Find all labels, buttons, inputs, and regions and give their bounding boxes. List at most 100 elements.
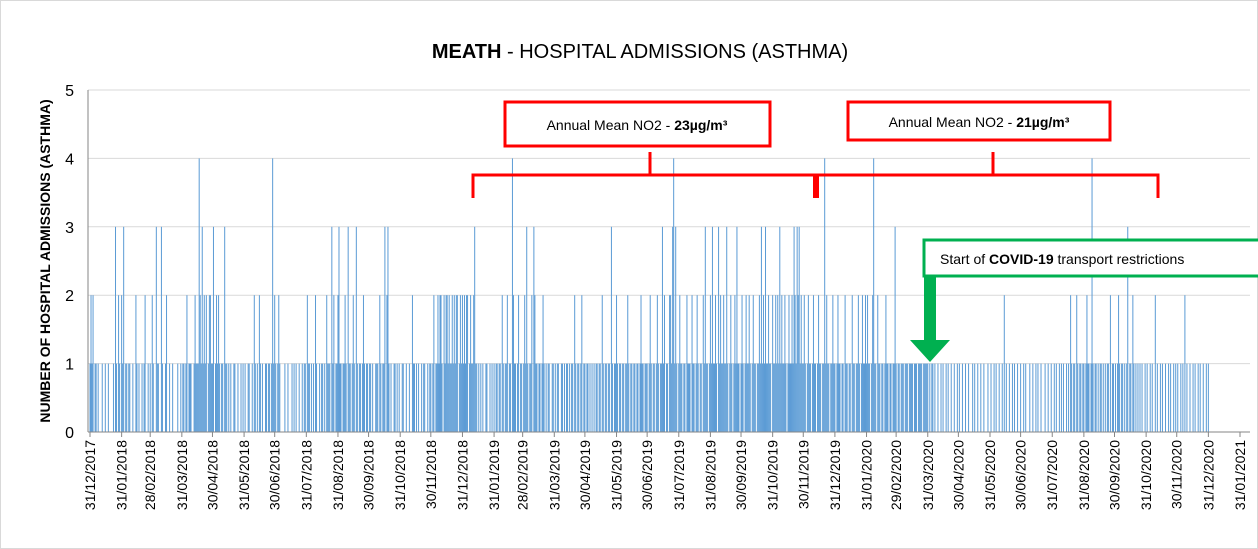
bar [398,363,400,432]
bar [355,226,357,432]
bar [308,363,310,432]
bar [637,363,639,432]
bar [709,295,711,432]
bar [151,295,153,432]
bar [857,295,859,432]
bar [493,363,495,432]
bar [608,363,610,432]
bar [1170,363,1172,432]
bar [556,363,558,432]
bar [376,363,378,432]
y-tick-label: 1 [65,357,74,374]
bar [584,363,586,432]
y-tick-label: 4 [65,151,74,168]
bar [190,363,192,432]
bar [97,363,99,432]
bar [695,363,697,432]
bar [322,363,324,432]
bar [444,363,446,432]
bar [763,363,765,432]
bar [128,363,130,432]
bar [209,295,211,432]
bar [1035,363,1037,432]
bar [777,295,779,432]
bar [1199,363,1201,432]
bar [798,226,800,432]
bar [878,363,880,432]
bar [405,363,407,432]
bar [329,363,331,432]
bar [436,363,438,432]
bar [800,295,802,432]
bar [1005,363,1007,432]
bar [1111,363,1113,432]
bar [894,226,896,432]
bar [226,363,228,432]
bar [837,295,839,432]
bar [183,363,185,432]
bar [615,363,617,432]
bar [1079,363,1081,432]
bar [754,363,756,432]
bar [775,295,777,432]
bar [342,363,344,432]
bar [1055,363,1057,432]
bar [455,295,457,432]
bar [169,363,171,432]
bar [452,363,454,432]
bar [911,363,913,432]
bar [1165,363,1167,432]
bar [934,363,936,432]
bar [520,363,522,432]
bar [931,363,933,432]
x-tick-label: 31/05/2020 [982,440,998,510]
x-tick-label: 30/09/2018 [361,440,377,510]
bar [901,363,903,432]
bar [791,295,793,432]
bar [1121,363,1123,432]
covid-box [922,238,1258,278]
bar [628,363,630,432]
bar [316,363,318,432]
bar [921,363,923,432]
annotation: Annual Mean NO2 - 21µg/m³ [889,114,1070,130]
bar [869,363,871,432]
bar [228,363,230,432]
bar [1068,363,1070,432]
bar [607,363,609,432]
bar [1085,363,1087,432]
bar [166,295,168,432]
bar [446,295,448,432]
bar [753,363,755,432]
bar [525,363,527,432]
bar [804,363,806,432]
bar [887,363,889,432]
bar [233,363,235,432]
bar [783,363,785,432]
bar [1071,363,1073,432]
bar [523,363,525,432]
bar [295,363,297,432]
bar [672,226,674,432]
bar [961,363,963,432]
bar [380,363,382,432]
bar [1133,363,1135,432]
bar [1115,363,1117,432]
annotation-text: Annual Mean NO2 - [547,117,675,133]
bar [338,226,340,432]
bar [738,363,740,432]
bar [679,295,681,432]
bar [851,295,853,432]
bar [634,363,636,432]
axes: 0 1 2 3 4 5 31/12/2017 31/01/2018 28/02/2018 31/0… [65,83,1250,510]
bar [198,158,200,432]
bar [958,363,960,432]
bar [675,226,677,432]
bar [1090,363,1092,432]
x-tick-label: 31/01/2021 [1232,440,1248,510]
bar [272,158,274,432]
bar [1025,363,1027,432]
bar [463,295,465,432]
bar [687,363,689,432]
bar [1086,295,1088,432]
